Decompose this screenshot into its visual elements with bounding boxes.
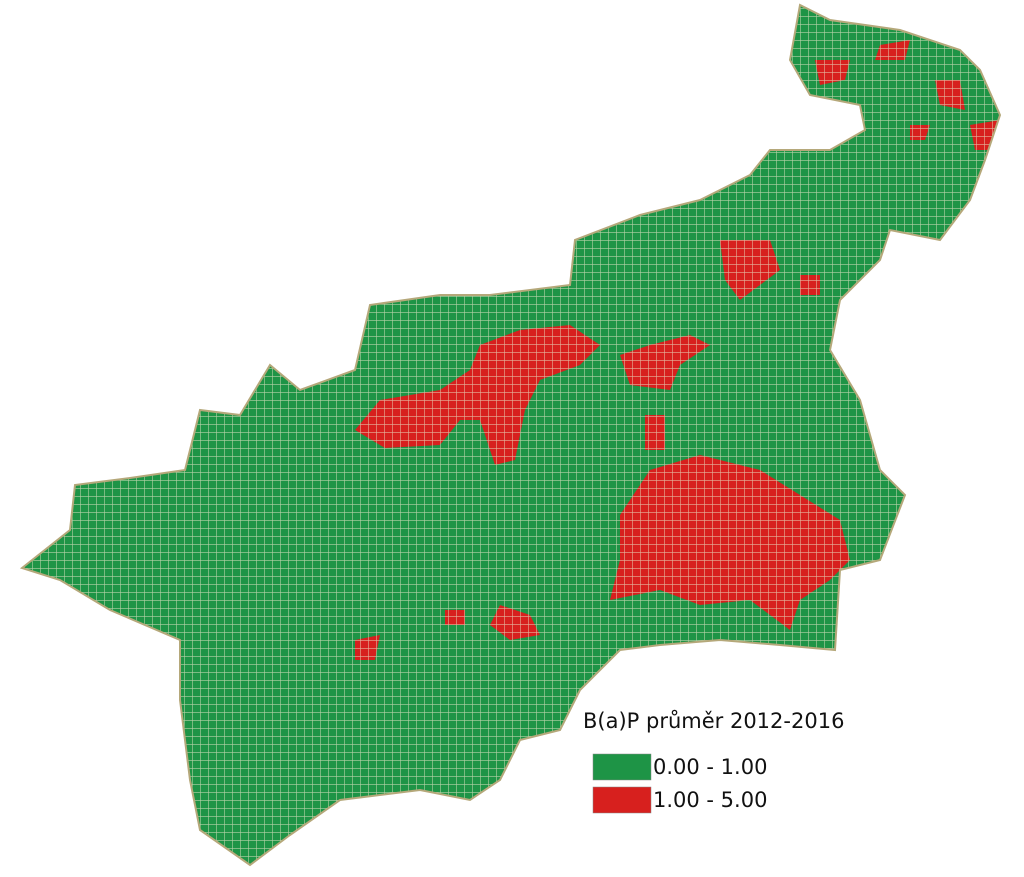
legend-title: B(a)P průměr 2012-2016 — [583, 709, 844, 733]
legend-swatch — [592, 786, 652, 814]
legend: B(a)P průměr 2012-2016 0.00 - 1.00 1.00 … — [583, 709, 844, 814]
legend-swatch — [592, 753, 652, 781]
legend-label: 0.00 - 1.00 — [653, 755, 767, 779]
legend-label: 1.00 - 5.00 — [653, 788, 767, 812]
